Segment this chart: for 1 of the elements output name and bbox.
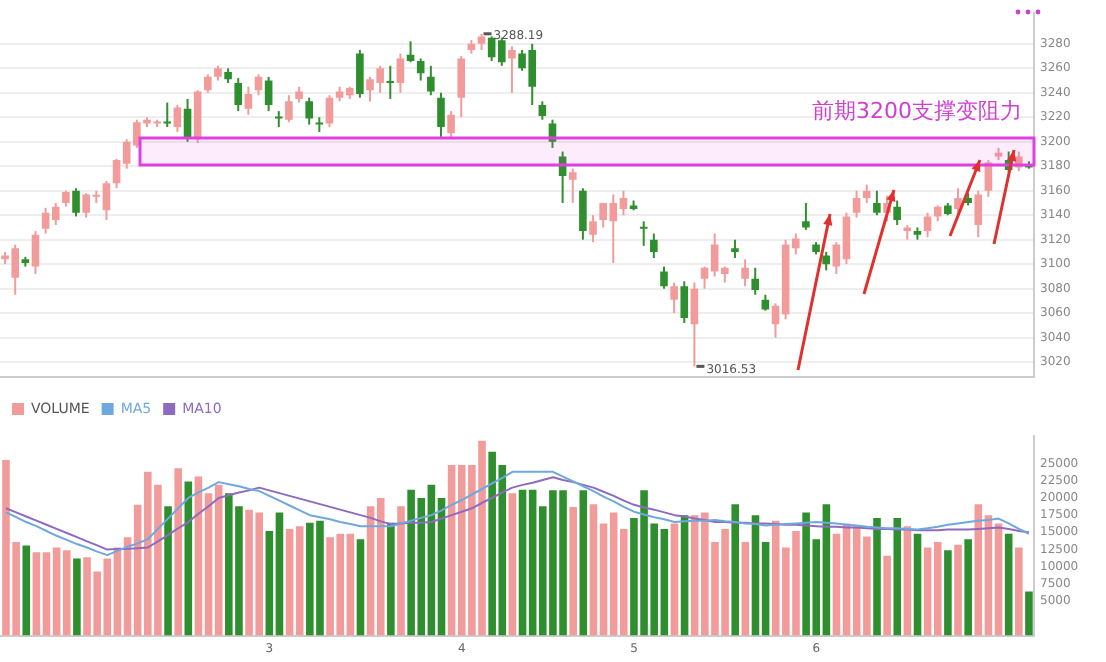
annotation: 前期3200支撑变阻力 xyxy=(812,98,1022,125)
